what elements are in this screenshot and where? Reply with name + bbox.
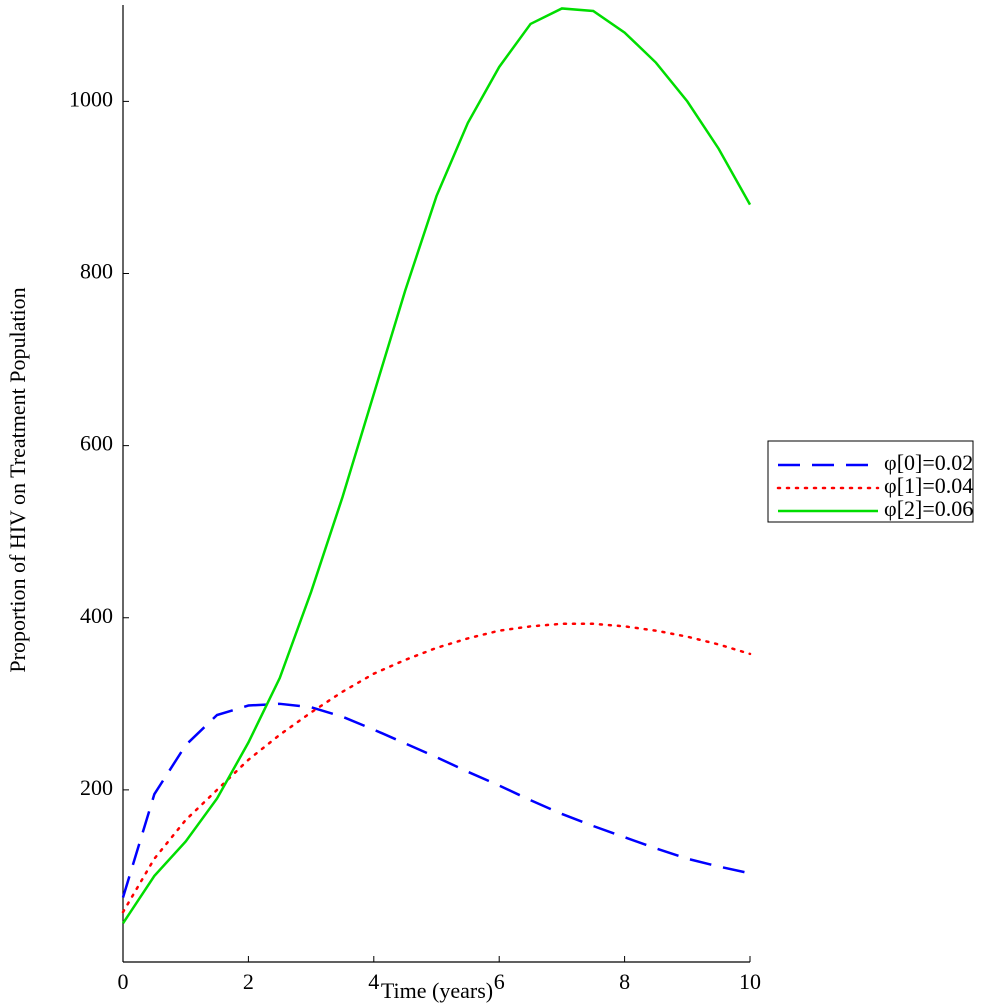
x-axis-title: Time (years) [381, 978, 493, 1003]
y-tick-label: 600 [80, 431, 113, 456]
x-tick-label: 0 [118, 969, 129, 994]
series-line [121, 622, 752, 914]
y-tick-label: 400 [80, 603, 113, 628]
series-line [121, 7, 752, 924]
x-tick-label: 6 [494, 969, 505, 994]
x-tick-label: 4 [368, 969, 379, 994]
legend-label: φ[0]=0.02 [884, 450, 973, 475]
legend-label: φ[1]=0.04 [884, 473, 973, 498]
legend-box [767, 440, 974, 523]
y-axis-title: Proportion of HIV on Treatment Populatio… [5, 287, 30, 672]
x-tick-label: 10 [739, 969, 761, 994]
legend-label: φ[2]=0.06 [884, 496, 973, 521]
x-tick-label: 2 [243, 969, 254, 994]
y-tick-label: 800 [80, 259, 113, 284]
x-tick-label: 8 [619, 969, 630, 994]
y-tick-label: 1000 [69, 86, 113, 111]
series-line [121, 702, 751, 898]
y-tick-label: 200 [80, 775, 113, 800]
